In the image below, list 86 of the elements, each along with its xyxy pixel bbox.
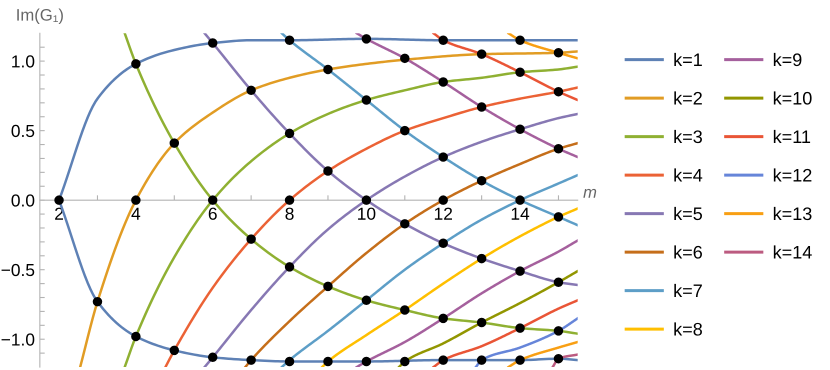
point xyxy=(92,296,102,306)
point xyxy=(554,48,564,58)
point xyxy=(438,238,448,248)
point xyxy=(515,355,525,365)
point xyxy=(476,318,486,328)
legend-label: k=5 xyxy=(674,206,702,220)
point xyxy=(515,266,525,276)
y-tick-label: 1.0 xyxy=(12,55,34,68)
point xyxy=(554,144,564,154)
point xyxy=(246,86,256,96)
legend-label: k=9 xyxy=(774,52,802,66)
point xyxy=(438,152,448,162)
legend-label: k=7 xyxy=(674,284,702,297)
point xyxy=(131,195,141,205)
point xyxy=(131,59,141,69)
point xyxy=(476,254,486,264)
point xyxy=(554,86,564,96)
point xyxy=(362,296,372,306)
point xyxy=(362,34,372,44)
point xyxy=(554,354,564,364)
point xyxy=(362,195,372,205)
point xyxy=(515,36,525,45)
legend-label: k=13 xyxy=(774,206,812,220)
legend-label: k=10 xyxy=(774,91,812,105)
y-tick-label: −1.0 xyxy=(2,333,34,346)
point xyxy=(438,355,448,365)
point xyxy=(323,166,333,176)
point xyxy=(208,195,218,205)
point xyxy=(438,36,448,45)
point xyxy=(515,323,525,333)
point xyxy=(554,212,564,222)
point xyxy=(323,64,333,74)
point xyxy=(284,36,294,45)
x-tick-label: 8 xyxy=(285,208,294,220)
x-tick-label: 10 xyxy=(358,208,376,220)
point xyxy=(284,128,294,138)
x-tick-label: 12 xyxy=(434,208,452,220)
legend-label: k=4 xyxy=(674,168,702,182)
point xyxy=(362,356,372,366)
y-axis-title: Im(G₁) xyxy=(17,8,63,24)
legend-label: k=11 xyxy=(774,130,810,143)
legend-label: k=14 xyxy=(774,245,812,258)
point xyxy=(323,356,333,366)
point xyxy=(438,77,448,87)
point xyxy=(170,346,180,356)
legend-label: k=3 xyxy=(674,130,702,144)
point xyxy=(554,326,564,336)
y-tick-label: −0.5 xyxy=(2,264,34,276)
point xyxy=(323,282,333,292)
point xyxy=(400,126,410,136)
legend-label: k=6 xyxy=(674,245,702,259)
point xyxy=(438,195,448,205)
point xyxy=(400,219,410,229)
point xyxy=(246,355,256,365)
point xyxy=(515,67,525,77)
point xyxy=(284,262,294,272)
legend-label: k=2 xyxy=(674,91,702,104)
point xyxy=(170,138,180,148)
point xyxy=(54,195,64,205)
point xyxy=(362,95,372,105)
point xyxy=(515,195,525,205)
y-tick-label: 0.5 xyxy=(12,124,34,138)
legend-label: k=12 xyxy=(774,168,812,182)
y-tick-label: 0.0 xyxy=(12,194,34,207)
point xyxy=(246,234,256,244)
point xyxy=(208,38,218,48)
point xyxy=(476,176,486,186)
point xyxy=(438,314,448,324)
point xyxy=(476,102,486,112)
x-axis-title: m xyxy=(583,188,596,198)
point xyxy=(476,49,486,59)
point xyxy=(400,305,410,315)
x-tick-label: 14 xyxy=(512,208,530,220)
point xyxy=(208,352,218,362)
legend-label: k=8 xyxy=(674,322,702,336)
point xyxy=(515,124,525,134)
point xyxy=(131,332,141,342)
point xyxy=(554,277,564,287)
point xyxy=(284,195,294,205)
legend-label: k=1 xyxy=(674,52,702,66)
point xyxy=(400,356,410,366)
x-tick-label: 6 xyxy=(208,208,217,220)
x-tick-label: 4 xyxy=(131,208,140,220)
point xyxy=(400,54,410,64)
point xyxy=(476,355,486,365)
point xyxy=(284,356,294,366)
